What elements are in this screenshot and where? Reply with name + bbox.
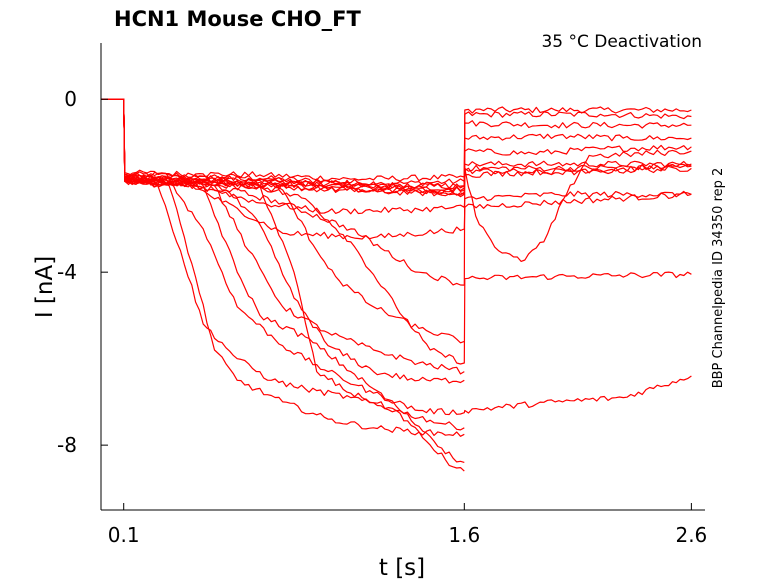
y-ticks: 0 -4 -8: [57, 87, 108, 457]
x-tick-label: 1.6: [448, 523, 480, 547]
series-line-11: [101, 98, 692, 240]
series-line-12: [101, 98, 692, 286]
x-axis-label: t [s]: [379, 555, 425, 581]
series-line-5: [101, 98, 692, 193]
chart-title: HCN1 Mouse CHO_FT: [114, 7, 361, 31]
series-line-21: [101, 98, 465, 344]
series-line-14: [101, 98, 692, 416]
series-line-16: [101, 98, 465, 437]
series-line-19: [101, 98, 465, 472]
y-tick-label: -4: [57, 260, 77, 284]
series-line-17: [101, 98, 465, 463]
y-tick-label: 0: [64, 87, 77, 111]
side-label: BBP Channelpedia ID 34350 rep 2: [711, 168, 726, 389]
chart-subtitle: 35 °C Deactivation: [541, 32, 702, 52]
plot-area: 0.1 1.6 2.6 0 -4 -8: [57, 43, 707, 547]
x-ticks: 0.1 1.6 2.6: [108, 503, 707, 547]
y-tick-label: -8: [57, 433, 77, 457]
series-layer: [101, 98, 692, 472]
series-line-13: [101, 98, 692, 365]
x-tick-label: 0.1: [108, 523, 140, 547]
series-line-20: [101, 98, 465, 384]
y-axis-label: I [nA]: [32, 256, 58, 318]
series-line-6: [101, 98, 692, 196]
x-tick-label: 2.6: [675, 523, 707, 547]
